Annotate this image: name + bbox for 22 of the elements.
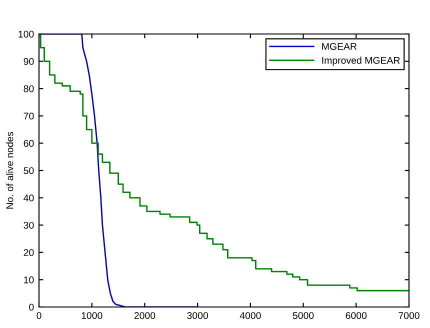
x-tick-label: 6000 xyxy=(346,312,367,319)
x-tick-label: 3000 xyxy=(187,312,208,319)
y-tick-label: 50 xyxy=(24,167,34,174)
x-tick-label: 7000 xyxy=(398,312,420,319)
x-tick-label: 4000 xyxy=(240,312,261,319)
x-tick-label: 1000 xyxy=(82,312,102,319)
y-tick-label: 0 xyxy=(29,304,34,311)
legend-label: MGEAR xyxy=(322,43,357,50)
y-tick-label: 100 xyxy=(18,30,34,38)
y-tick-label: 90 xyxy=(24,58,34,65)
x-tick-label: 5000 xyxy=(292,312,314,319)
legend-label: Improved MGEAR xyxy=(322,56,400,66)
x-tick-label: 2000 xyxy=(134,312,156,319)
y-tick-label: 80 xyxy=(24,85,34,92)
y-tick-label: 60 xyxy=(24,140,34,147)
x-tick-label: 0 xyxy=(36,312,42,319)
y-tick-label: 10 xyxy=(24,276,34,284)
y-tick-label: 70 xyxy=(24,112,34,120)
y-axis-title: No. of alive nodes xyxy=(6,132,14,209)
y-tick-label: 40 xyxy=(24,194,34,202)
y-tick-label: 30 xyxy=(24,222,34,229)
y-tick-label: 20 xyxy=(24,249,34,256)
